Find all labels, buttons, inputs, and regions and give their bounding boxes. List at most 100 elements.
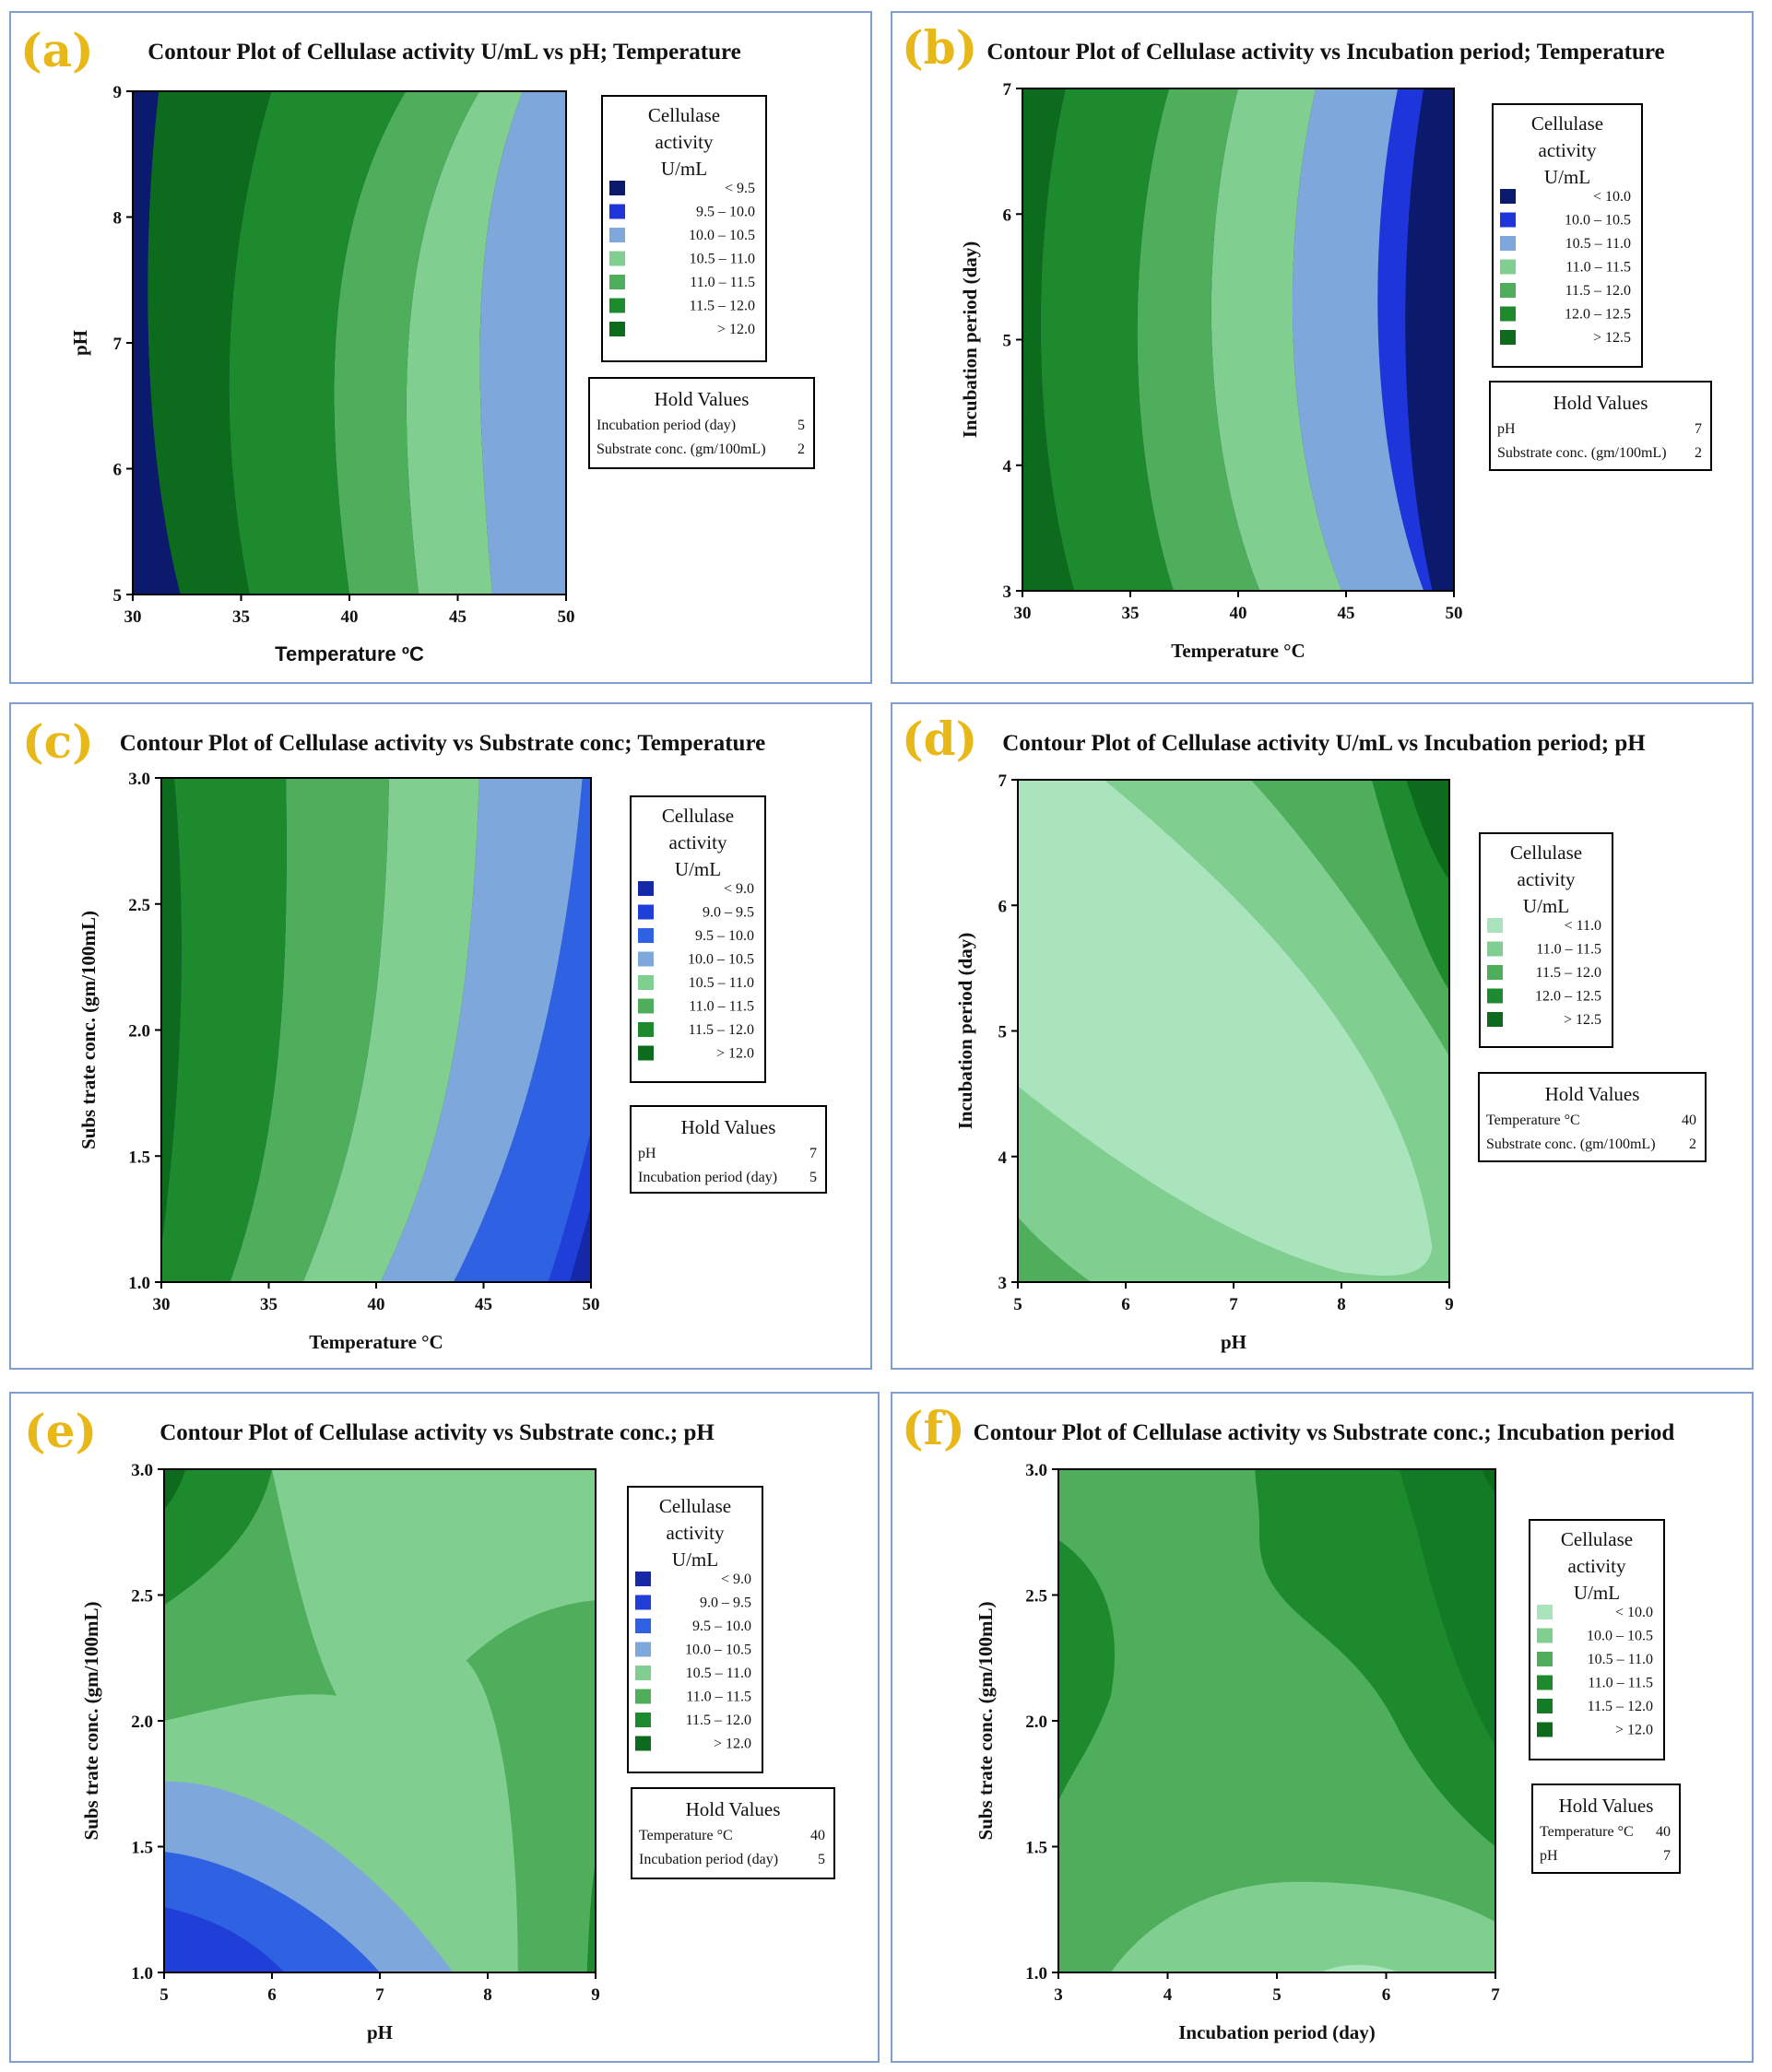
legend-swatch [635,1619,651,1633]
legend-swatch [635,1736,651,1751]
y-tick-label: 3 [1003,583,1012,602]
panel-f: (f) Contour Plot of Cellulase activity vs… [891,1392,1754,2063]
legend-title: U/mL [1574,1582,1620,1604]
hold-value-number: 40 [1682,1113,1696,1128]
x-tick-label: 6 [1121,1295,1130,1314]
legend-swatch [1487,941,1503,957]
hold-value-number: 2 [1695,445,1702,461]
legend-swatch [1487,918,1503,933]
hold-values-title: Hold Values [1559,1795,1654,1817]
legend-entry: 12.0 – 12.5 [1535,989,1601,1005]
contour-plot-area [164,1469,596,1972]
chart-title: Contour Plot of Cellulase activity vs In… [986,40,1664,65]
legend-swatch [609,322,625,336]
legend-entry: 11.5 – 12.0 [686,1713,751,1728]
legend-swatch [635,1666,651,1680]
legend-title: Cellulase [648,104,720,126]
legend-entry: 9.5 – 10.0 [696,205,755,220]
panel-label-d: (d) [902,712,977,766]
hold-values-box [1478,1072,1707,1162]
legend-swatch [1500,330,1516,345]
y-tick-label: 1.0 [131,1964,153,1984]
chart-b: (b) Contour Plot of Cellulase activity vs… [902,20,1712,662]
chart-e: (e) Contour Plot of Cellulase activity vs… [24,1404,835,2043]
x-tick-label: 40 [341,607,359,627]
legend-entry: 9.5 – 10.0 [692,1619,751,1634]
legend-swatch [609,181,625,195]
legend-title: activity [669,831,727,854]
legend-entry: 11.5 – 12.0 [689,1022,754,1038]
hold-values-title: Hold Values [655,388,750,410]
y-tick-label: 1.5 [131,1839,153,1858]
x-axis-label: Temperature ºC [275,642,424,665]
y-axis-label: Subs trate conc. (gm/100mL) [77,911,100,1149]
legend-swatch [609,251,625,266]
contour-region-2 [1405,88,1454,591]
legend-swatch [609,298,625,313]
legend-swatch [1537,1605,1553,1619]
contour-region-4 [1058,1539,1115,1802]
legend-entry: 11.0 – 11.5 [1536,942,1601,958]
x-tick-label: 35 [260,1295,278,1314]
legend-title: Cellulase [662,805,734,827]
contour-region-5 [302,778,479,1282]
y-tick-label: 2.5 [131,1587,153,1607]
contour-region-5 [1137,88,1260,591]
contour-region-3 [453,778,591,1282]
legend-entry: 9.5 – 10.0 [695,928,754,944]
panel-a: (a) Contour Plot of Cellulase activity U/… [9,11,872,684]
contour-region-4 [1211,88,1342,591]
legend-entry: < 9.0 [721,1572,751,1587]
legend-entry: 10.0 – 10.5 [685,1642,751,1658]
hold-value-number: 7 [1695,421,1702,437]
contour-plot-area [133,91,566,595]
legend-entry: > 12.5 [1564,1012,1601,1028]
legend-entry: 11.0 – 11.5 [690,275,755,290]
x-tick-label: 7 [1491,1985,1500,2005]
legend-entry: < 9.5 [725,181,755,196]
chart-title: Contour Plot of Cellulase activity U/mL … [148,40,741,65]
y-tick-label: 1.5 [1025,1839,1047,1858]
x-tick-label: 3 [1054,1985,1063,2005]
panel-c: (c) Contour Plot of Cellulase activity vs… [9,702,872,1370]
contour-plot-area [1018,780,1449,1282]
legend-swatch [635,1689,651,1704]
x-tick-label: 30 [153,1295,171,1314]
legend-swatch [638,928,654,943]
x-tick-label: 7 [375,1985,384,2005]
legend-entry: 11.5 – 12.0 [1565,283,1631,299]
contour-plot-area [161,778,591,1282]
legend-entry: 9.0 – 9.5 [703,905,754,921]
y-tick-label: 5 [113,586,123,606]
hold-values-box [630,1105,827,1194]
panel-b: (b) Contour Plot of Cellulase activity vs… [891,11,1754,684]
y-tick-label: 5 [1003,332,1012,351]
contour-region-5 [1110,1881,1495,1972]
contour-region-1 [1018,780,1433,1276]
contour-region-4 [380,778,583,1282]
y-tick-label: 9 [113,83,123,102]
legend-entry: > 12.0 [714,1736,751,1752]
legend-title: activity [1539,139,1597,161]
y-tick-label: 7 [113,335,123,354]
legend-swatch [1500,212,1516,228]
legend-swatch [635,1572,651,1586]
y-axis-label: pH [69,330,91,356]
x-tick-label: 9 [1445,1295,1454,1314]
y-tick-label: 3.0 [1025,1461,1047,1480]
legend-swatch [609,275,625,289]
contour-region-3 [406,91,523,595]
contour-region-6 [230,778,389,1282]
hold-values-box [1531,1784,1681,1874]
y-tick-label: 7 [1003,80,1012,100]
contour-region-6 [1320,1964,1400,1972]
legend-entry: 9.0 – 9.5 [700,1595,751,1611]
contour-region-6 [148,91,272,595]
y-axis-label: Incubation period (day) [959,241,981,439]
x-tick-label: 45 [1338,604,1355,623]
legend-title: Cellulase [1561,1528,1633,1550]
chart-a: (a) Contour Plot of Cellulase activity U/… [20,23,815,665]
hold-value-name: pH [1497,421,1516,437]
y-tick-label: 3.0 [128,770,150,789]
legend-entry: 11.5 – 12.0 [690,299,755,314]
